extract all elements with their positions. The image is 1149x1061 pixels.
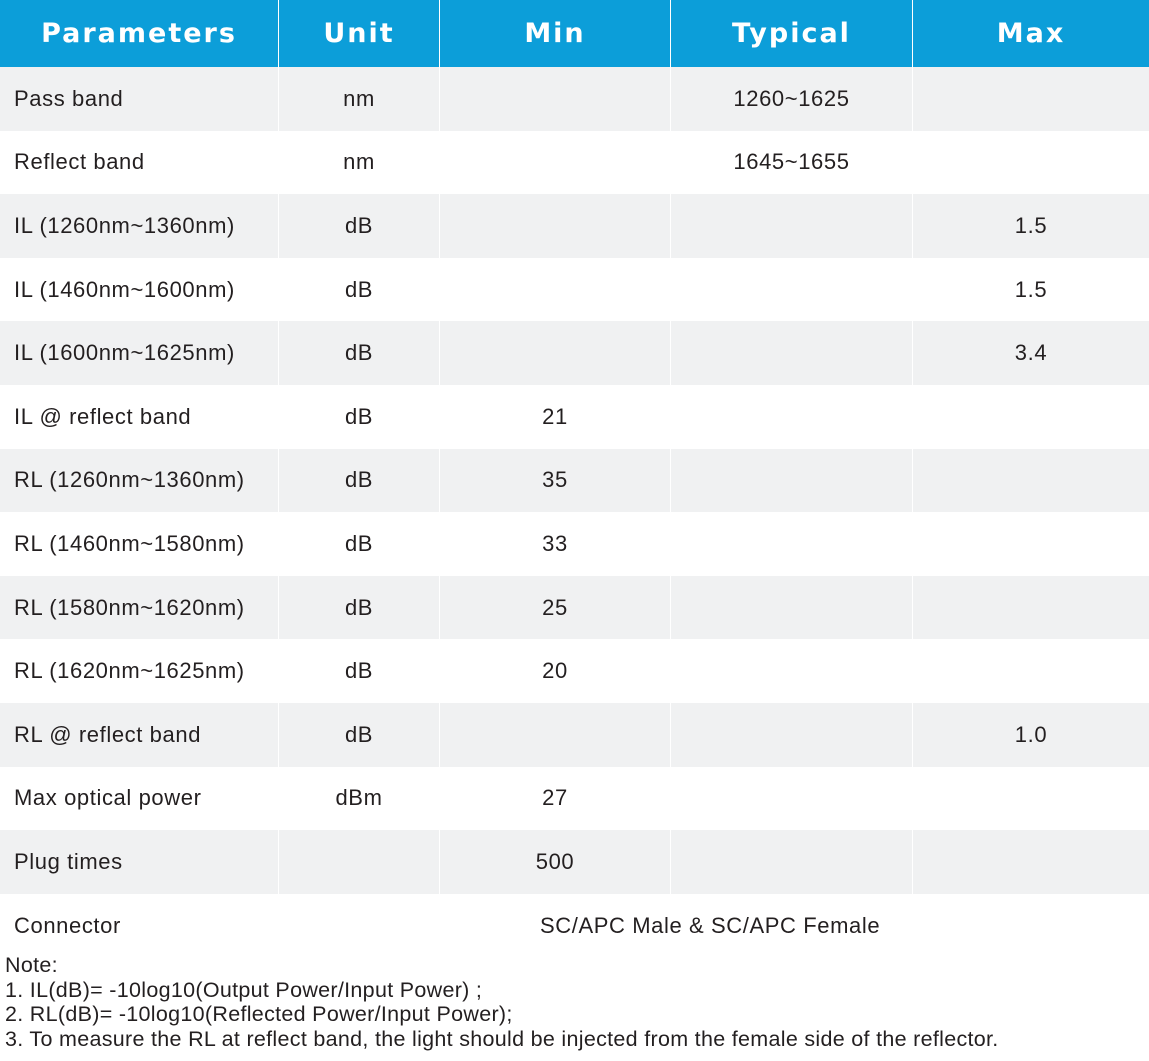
- table-row: Max optical power dBm 27: [0, 766, 1149, 831]
- cell-max: [912, 639, 1149, 703]
- spec-table: Parameters Unit Min Typical Max Pass ban…: [0, 0, 1149, 958]
- cell-min: 500: [439, 830, 670, 894]
- table-row-connector: Connector SC/APC Male & SC/APC Female: [0, 893, 1149, 958]
- cell-parameter: Pass band: [0, 67, 278, 131]
- cell-typical: [670, 575, 912, 640]
- table-row: IL (1260nm~1360nm) dB 1.5: [0, 194, 1149, 258]
- cell-unit: nm: [278, 67, 439, 131]
- table-row: RL (1260nm~1360nm) dB 35: [0, 448, 1149, 513]
- table-row: RL @ reflect band dB 1.0: [0, 702, 1149, 767]
- header-min: Min: [439, 0, 670, 67]
- note-item: 1. IL(dB)= -10log10(Output Power/Input P…: [5, 977, 483, 1002]
- cell-typical: [670, 448, 912, 513]
- cell-parameter: RL (1620nm~1625nm): [0, 639, 278, 703]
- cell-max: 1.0: [912, 702, 1149, 767]
- cell-max: [912, 512, 1149, 576]
- cell-max: [912, 575, 1149, 640]
- cell-unit: dB: [278, 575, 439, 640]
- header-max: Max: [912, 0, 1149, 67]
- table-row: RL (1460nm~1580nm) dB 33: [0, 512, 1149, 576]
- cell-max: [912, 384, 1149, 449]
- cell-max: [912, 766, 1149, 831]
- cell-min: [439, 702, 670, 767]
- cell-unit: nm: [278, 130, 439, 195]
- cell-min: [439, 130, 670, 195]
- cell-min: 21: [439, 384, 670, 449]
- cell-typical: [670, 384, 912, 449]
- cell-parameter: Max optical power: [0, 766, 278, 831]
- cell-min: [439, 257, 670, 322]
- cell-unit: dB: [278, 194, 439, 258]
- cell-parameter: RL (1460nm~1580nm): [0, 512, 278, 576]
- notes-title: Note:: [5, 953, 58, 977]
- cell-typical: [670, 766, 912, 831]
- cell-unit: dB: [278, 257, 439, 322]
- cell-unit: dB: [278, 512, 439, 576]
- cell-min: 25: [439, 575, 670, 640]
- cell-typical: [670, 702, 912, 767]
- notes: Note: 1. IL(dB)= -10log10(Output Power/I…: [5, 953, 1145, 1051]
- cell-typical: [670, 830, 912, 894]
- cell-unit: dBm: [278, 766, 439, 831]
- header-row: Parameters Unit Min Typical Max: [0, 0, 1149, 67]
- cell-typical: [670, 321, 912, 385]
- cell-parameter: RL @ reflect band: [0, 702, 278, 767]
- cell-max: 1.5: [912, 257, 1149, 322]
- table-row: Reflect band nm 1645~1655: [0, 130, 1149, 195]
- cell-typical: [670, 194, 912, 258]
- cell-parameter: IL @ reflect band: [0, 384, 278, 449]
- cell-unit: dB: [278, 448, 439, 513]
- cell-parameter: IL (1460nm~1600nm): [0, 257, 278, 322]
- note-item: 2. RL(dB)= -10log10(Reflected Power/Inpu…: [5, 1002, 513, 1026]
- cell-parameter: Reflect band: [0, 130, 278, 195]
- table-row: IL @ reflect band dB 21: [0, 384, 1149, 449]
- cell-max: [912, 67, 1149, 131]
- cell-min: [439, 194, 670, 258]
- cell-max: [912, 130, 1149, 195]
- cell-min: 35: [439, 448, 670, 513]
- cell-parameter: IL (1260nm~1360nm): [0, 194, 278, 258]
- cell-typical: [670, 257, 912, 322]
- table-row: Pass band nm 1260~1625: [0, 67, 1149, 131]
- cell-parameter: RL (1580nm~1620nm): [0, 575, 278, 640]
- cell-unit: [278, 830, 439, 894]
- header-typical: Typical: [670, 0, 912, 67]
- cell-typical: [670, 512, 912, 576]
- table-row: RL (1580nm~1620nm) dB 25: [0, 575, 1149, 640]
- cell-max: [912, 830, 1149, 894]
- cell-unit: dB: [278, 384, 439, 449]
- cell-typical: 1260~1625: [670, 67, 912, 131]
- cell-connector-value: SC/APC Male & SC/APC Female: [439, 893, 1149, 958]
- cell-typical: [670, 639, 912, 703]
- table-header: Parameters Unit Min Typical Max: [0, 0, 1149, 67]
- table-row: Plug times 500: [0, 830, 1149, 894]
- cell-parameter: Plug times: [0, 830, 278, 894]
- table-row: IL (1460nm~1600nm) dB 1.5: [0, 257, 1149, 322]
- cell-min: [439, 67, 670, 131]
- cell-max: 3.4: [912, 321, 1149, 385]
- table-body: Pass band nm 1260~1625 Reflect band nm 1645~1…: [0, 67, 1149, 958]
- cell-unit: [278, 893, 439, 958]
- table-row: RL (1620nm~1625nm) dB 20: [0, 639, 1149, 703]
- cell-typical: 1645~1655: [670, 130, 912, 195]
- cell-min: 33: [439, 512, 670, 576]
- note-item: 3. To measure the RL at reflect band, th…: [5, 1026, 999, 1051]
- header-unit: Unit: [278, 0, 439, 67]
- header-parameters: Parameters: [0, 0, 278, 67]
- cell-max: 1.5: [912, 194, 1149, 258]
- cell-parameter: Connector: [0, 893, 278, 958]
- table-row: IL (1600nm~1625nm) dB 3.4: [0, 321, 1149, 385]
- cell-unit: dB: [278, 639, 439, 703]
- cell-min: 20: [439, 639, 670, 703]
- cell-parameter: IL (1600nm~1625nm): [0, 321, 278, 385]
- cell-max: [912, 448, 1149, 513]
- cell-parameter: RL (1260nm~1360nm): [0, 448, 278, 513]
- cell-unit: dB: [278, 321, 439, 385]
- cell-unit: dB: [278, 702, 439, 767]
- cell-min: [439, 321, 670, 385]
- cell-min: 27: [439, 766, 670, 831]
